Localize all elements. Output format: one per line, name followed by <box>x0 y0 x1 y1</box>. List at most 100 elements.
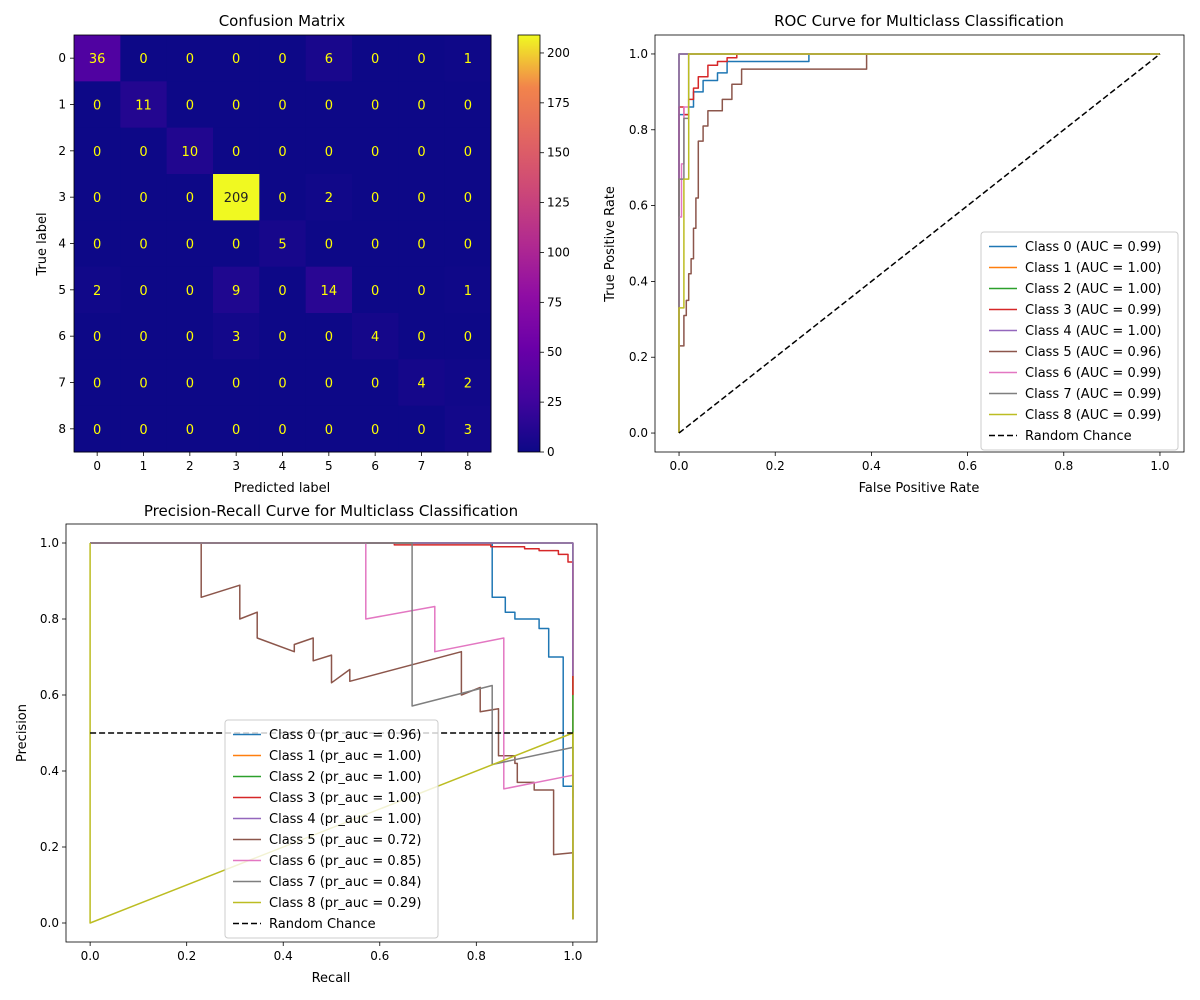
roc-panel: ROC Curve for Multiclass Classification … <box>603 12 1185 496</box>
cm-cell <box>444 359 492 407</box>
cm-cell <box>444 127 492 175</box>
cm-cell-label: 0 <box>93 99 101 114</box>
pr-x-tick-label: 0.6 <box>370 949 389 963</box>
roc-x-tick-label: 0.6 <box>958 459 977 473</box>
cm-cell <box>166 313 214 360</box>
cm-cell <box>352 405 399 453</box>
cm-x-tick-label: 1 <box>140 459 148 473</box>
colorbar-ticks: 0 25 50 75 100 125 150 175 200 <box>540 46 570 459</box>
pr-legend-label: Class 2 (pr_auc = 1.00) <box>269 770 421 785</box>
cm-cell <box>305 81 353 129</box>
roc-series-line <box>678 53 1161 434</box>
cm-cell <box>305 405 353 453</box>
cm-cell <box>213 359 260 407</box>
pr-y-tick-label: 0.2 <box>40 840 59 854</box>
cm-cell-label: 0 <box>186 99 194 114</box>
cm-cell-label: 0 <box>325 377 333 392</box>
cm-cell-label: 0 <box>371 145 379 160</box>
pr-legend-label: Class 0 (pr_auc = 0.96) <box>269 728 421 743</box>
pr-ticks: 0.0 0.2 0.4 0.6 0.8 1.0 0.0 0.2 0.4 0.6 0.8 1.0 <box>40 536 583 963</box>
cm-cell <box>259 313 307 360</box>
colorbar-tick-label: 0 <box>547 445 555 459</box>
cm-y-tick-label: 2 <box>58 144 66 158</box>
cm-cell-label: 0 <box>186 377 194 392</box>
cm-cell-label: 0 <box>93 238 101 253</box>
roc-y-tick-label: 1.0 <box>629 47 648 61</box>
pr-y-tick-label: 0.0 <box>40 916 59 930</box>
cm-y-tick-label: 0 <box>58 51 66 65</box>
cm-cell-label: 0 <box>93 423 101 438</box>
cm-cell-label: 0 <box>232 238 240 253</box>
confusion-matrix-x-ticks: 0 1 2 3 4 5 6 7 8 <box>93 452 472 473</box>
roc-x-tick-label: 0.8 <box>1054 459 1073 473</box>
cm-cell <box>213 35 260 82</box>
cm-cell <box>352 313 399 360</box>
pr-x-tick-label: 0.2 <box>177 949 196 963</box>
roc-y-tick-label: 0.6 <box>629 199 648 213</box>
cm-cell-label: 0 <box>371 377 379 392</box>
cm-cell <box>74 220 121 268</box>
cm-cell <box>352 359 399 407</box>
cm-cell-label: 0 <box>139 238 147 253</box>
roc-xlabel: False Positive Rate <box>859 481 980 496</box>
cm-cell-label: 1 <box>464 52 472 67</box>
roc-legend-label: Class 6 (AUC = 0.99) <box>1025 366 1161 381</box>
cm-cell <box>120 81 168 129</box>
cm-cell <box>259 81 307 129</box>
cm-cell-label: 0 <box>232 52 240 67</box>
cm-cell-label: 0 <box>278 330 286 345</box>
roc-y-tick-label: 0.4 <box>629 274 648 288</box>
cm-cell-label: 3 <box>232 330 240 345</box>
cm-cell <box>74 127 121 175</box>
cm-cell <box>166 266 214 314</box>
pr-ylabel: Precision <box>15 704 30 762</box>
cm-cell-label: 2 <box>93 284 101 299</box>
cm-cell-label: 0 <box>417 330 425 345</box>
roc-y-tick-label: 0.0 <box>629 426 648 440</box>
cm-cell-label: 0 <box>371 99 379 114</box>
cm-cell-label: 0 <box>417 423 425 438</box>
cm-cell <box>259 266 307 314</box>
cm-cell <box>305 174 353 221</box>
pr-panel: Precision-Recall Curve for Multiclass Cl… <box>15 502 598 986</box>
cm-cell <box>120 405 168 453</box>
cm-cell <box>213 127 260 175</box>
cm-cell-label: 0 <box>186 423 194 438</box>
roc-legend: Class 0 (AUC = 0.99) Class 1 (AUC = 1.00)… <box>980 231 1179 451</box>
cm-cell-label: 0 <box>417 52 425 67</box>
cm-cell <box>213 266 260 314</box>
cm-cell-label: 0 <box>139 145 147 160</box>
cm-cell <box>259 35 307 82</box>
cm-cell <box>305 220 353 268</box>
pr-y-tick-label: 0.8 <box>40 612 59 626</box>
roc-legend-label: Class 7 (AUC = 0.99) <box>1025 387 1161 402</box>
colorbar-tick-label: 50 <box>547 345 562 359</box>
roc-legend-label: Class 5 (AUC = 0.96) <box>1025 345 1161 360</box>
cm-cell <box>74 313 121 360</box>
cm-cell <box>120 174 168 221</box>
confusion-matrix-xlabel: Predicted label <box>234 481 331 496</box>
roc-frame <box>654 34 1185 453</box>
roc-title: ROC Curve for Multiclass Classification <box>774 12 1064 30</box>
roc-y-tick-label: 0.8 <box>629 123 648 137</box>
cm-cell <box>120 313 168 360</box>
cm-cell <box>305 127 353 175</box>
cm-cell-label: 0 <box>139 330 147 345</box>
cm-x-tick-label: 5 <box>325 459 333 473</box>
confusion-matrix-panel: Confusion Matrix 36 0 0 0 0 6 0 0 10 11 0 0 0 0 0 0 00 0 1… <box>35 12 570 496</box>
cm-cell-label: 0 <box>371 238 379 253</box>
roc-legend-label: Class 4 (AUC = 1.00) <box>1025 324 1161 339</box>
roc-lines <box>678 53 1161 434</box>
cm-cell <box>120 127 168 175</box>
cm-cell <box>213 405 260 453</box>
roc-legend-label: Random Chance <box>1025 429 1132 444</box>
colorbar-tick-label: 125 <box>547 196 570 210</box>
cm-cell <box>213 313 260 360</box>
cm-cell-label: 0 <box>278 284 286 299</box>
cm-cell-label: 0 <box>325 145 333 160</box>
cm-cell-label: 0 <box>371 284 379 299</box>
cm-cell-label: 0 <box>417 191 425 206</box>
cm-cell <box>352 220 399 268</box>
cm-y-tick-label: 1 <box>58 98 66 112</box>
cm-x-tick-label: 3 <box>232 459 240 473</box>
